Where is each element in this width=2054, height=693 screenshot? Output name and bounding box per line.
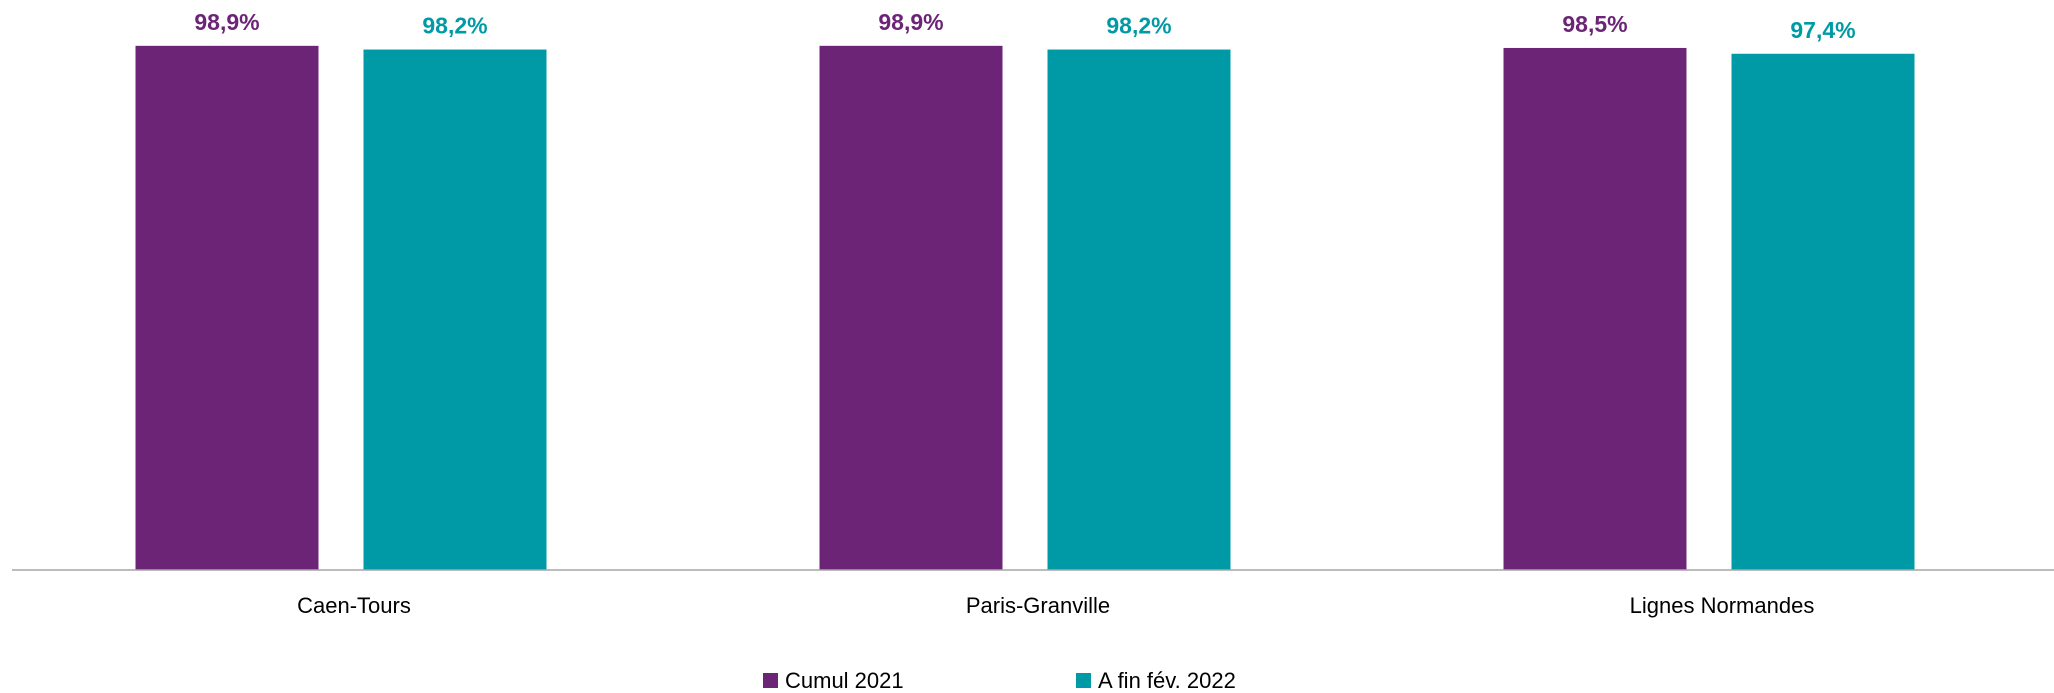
value-label-2-2: 98,2% — [1106, 13, 1171, 39]
bar-2-3 — [1731, 53, 1915, 570]
legend: Cumul 2021 A fin fév. 2022 — [763, 668, 1236, 693]
category-label-3: Lignes Normandes — [1630, 593, 1815, 618]
bar-1-2 — [819, 45, 1003, 570]
value-label-1-1: 98,9% — [194, 9, 259, 35]
bar-2-2 — [1047, 49, 1231, 571]
value-label-1-2: 98,9% — [878, 9, 943, 35]
legend-swatch-1 — [763, 673, 778, 688]
legend-item-2: A fin fév. 2022 — [1076, 668, 1236, 693]
bar-1-3 — [1503, 47, 1687, 570]
category-labels-layer: Caen-Tours Paris-Granville Lignes Normande… — [297, 593, 1814, 618]
legend-item-1: Cumul 2021 — [763, 668, 904, 693]
bar-2-1 — [363, 49, 547, 571]
bar-1-1 — [135, 45, 319, 570]
value-label-2-1: 98,2% — [422, 13, 487, 39]
value-label-2-3: 97,4% — [1790, 17, 1855, 43]
legend-label-1: Cumul 2021 — [785, 668, 904, 693]
category-label-2: Paris-Granville — [966, 593, 1110, 618]
legend-label-2: A fin fév. 2022 — [1098, 668, 1236, 693]
category-label-1: Caen-Tours — [297, 593, 411, 618]
legend-swatch-2 — [1076, 673, 1091, 688]
value-label-1-3: 98,5% — [1562, 11, 1627, 37]
value-labels-layer: 98,9% 98,2% 98,9% 98,2% 98,5% 97,4% — [194, 9, 1855, 43]
bars-layer — [135, 45, 1915, 571]
